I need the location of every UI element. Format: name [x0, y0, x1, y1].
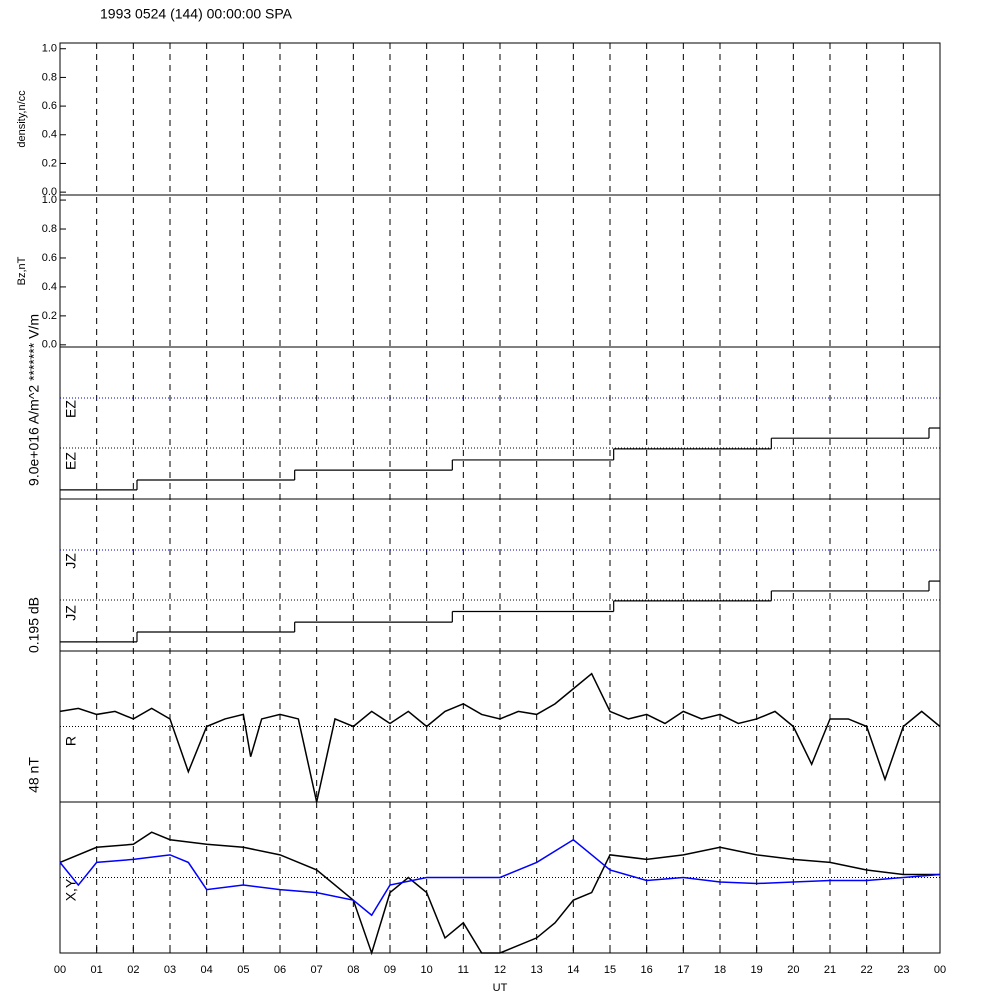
x-tick-label: 08: [347, 964, 359, 976]
y-tick-label: 0.4: [42, 281, 57, 293]
x-tick-label: 07: [311, 964, 323, 976]
panel-label: EZ: [63, 400, 79, 418]
x-tick-label: 21: [824, 964, 836, 976]
y-axis-label: density,n/cc: [16, 90, 28, 148]
y-tick-label: 0.0: [42, 186, 57, 198]
panel-label: JZ: [63, 605, 79, 621]
x-tick-label: 19: [751, 964, 763, 976]
x-tick-label: 00: [934, 964, 946, 976]
x-tick-label: 16: [641, 964, 653, 976]
x-axis-label: UT: [493, 982, 508, 994]
y-tick-label: 1.0: [42, 194, 57, 206]
x-tick-label: 00: [54, 964, 66, 976]
x-tick-label: 22: [861, 964, 873, 976]
panel-label: X,Y: [63, 878, 79, 901]
y-tick-label: 0.4: [42, 129, 57, 141]
y-tick-label: 0.6: [42, 100, 57, 112]
y-tick-label: 0.0: [42, 339, 57, 351]
x-tick-label: 15: [604, 964, 616, 976]
panel-label: R: [63, 736, 79, 746]
data-line: [59, 838, 941, 917]
side-label: 48 nT: [26, 757, 42, 793]
x-tick-label: 18: [714, 964, 726, 976]
y-tick-label: 0.8: [42, 71, 57, 83]
x-tick-label: 11: [458, 964, 469, 976]
x-tick-label: 02: [127, 964, 139, 976]
y-tick-label: 0.2: [42, 157, 57, 169]
x-tick-label: 01: [91, 964, 103, 976]
data-line: [59, 672, 941, 803]
y-tick-label: 0.8: [42, 223, 57, 235]
x-tick-label: 12: [494, 964, 506, 976]
data-line: [59, 831, 940, 956]
x-tick-label: 10: [421, 964, 433, 976]
side-label: 0.195 dB: [26, 597, 42, 653]
x-tick-label: 23: [897, 964, 909, 976]
x-tick-label: 09: [384, 964, 396, 976]
y-tick-label: 0.2: [42, 310, 57, 322]
x-tick-label: 13: [531, 964, 543, 976]
panel-frame: [59, 194, 941, 348]
figure-title: 1993 0524 (144) 00:00:00 SPA: [100, 6, 293, 22]
x-tick-label: 14: [567, 964, 579, 976]
x-tick-label: 17: [677, 964, 689, 976]
panel-label: JZ: [63, 553, 79, 569]
y-axis-label: Bz,nT: [16, 256, 28, 285]
y-tick-label: 0.6: [42, 252, 57, 264]
panel-label: EZ: [63, 452, 79, 470]
x-tick-label: 04: [201, 964, 213, 976]
side-label: 9.0e+016 A/m^2 ******* V/m: [26, 314, 42, 486]
y-tick-label: 1.0: [42, 43, 57, 55]
x-tick-label: 20: [787, 964, 799, 976]
x-tick-label: 03: [164, 964, 176, 976]
x-tick-label: 05: [237, 964, 249, 976]
x-tick-label: 06: [274, 964, 286, 976]
